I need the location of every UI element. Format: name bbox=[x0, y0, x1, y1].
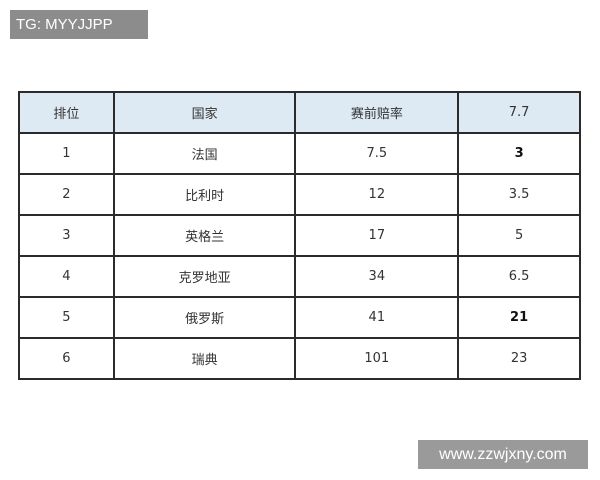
cell: 5 bbox=[18, 296, 115, 339]
odds-table: 排位 国家 赛前赔率 7.7 1 法国 7.5 3 2 比利时 12 3.5 3… bbox=[18, 91, 581, 380]
header-cell: 国家 bbox=[112, 91, 297, 134]
cell: 21 bbox=[457, 296, 581, 339]
table-row: 1 法国 7.5 3 bbox=[18, 132, 581, 175]
cell: 瑞典 bbox=[112, 337, 297, 380]
cell: 7.5 bbox=[294, 132, 460, 175]
cell: 12 bbox=[294, 173, 460, 216]
cell: 俄罗斯 bbox=[112, 296, 297, 339]
cell: 克罗地亚 bbox=[112, 255, 297, 298]
table-row: 3 英格兰 17 5 bbox=[18, 214, 581, 257]
cell: 5 bbox=[457, 214, 581, 257]
table-row: 5 俄罗斯 41 21 bbox=[18, 296, 581, 339]
cell: 17 bbox=[294, 214, 460, 257]
cell: 101 bbox=[294, 337, 460, 380]
header-cell: 排位 bbox=[18, 91, 115, 134]
cell: 34 bbox=[294, 255, 460, 298]
header-row: 排位 国家 赛前赔率 7.7 bbox=[18, 91, 581, 134]
cell: 比利时 bbox=[112, 173, 297, 216]
cell: 2 bbox=[18, 173, 115, 216]
cell: 法国 bbox=[112, 132, 297, 175]
header-cell: 赛前赔率 bbox=[294, 91, 460, 134]
cell: 英格兰 bbox=[112, 214, 297, 257]
table-header: 排位 国家 赛前赔率 7.7 bbox=[18, 91, 581, 134]
table-row: 2 比利时 12 3.5 bbox=[18, 173, 581, 216]
table-row: 4 克罗地亚 34 6.5 bbox=[18, 255, 581, 298]
table-row: 6 瑞典 101 23 bbox=[18, 337, 581, 380]
cell: 3.5 bbox=[457, 173, 581, 216]
table-body: 1 法国 7.5 3 2 比利时 12 3.5 3 英格兰 17 5 4 克罗地… bbox=[18, 132, 581, 380]
cell: 6.5 bbox=[457, 255, 581, 298]
header-cell: 7.7 bbox=[457, 91, 581, 134]
cell: 41 bbox=[294, 296, 460, 339]
cell: 4 bbox=[18, 255, 115, 298]
watermark: www.zzwjxny.com bbox=[418, 440, 588, 469]
tg-label: TG: MYYJJPP bbox=[10, 10, 148, 39]
cell: 3 bbox=[457, 132, 581, 175]
cell: 3 bbox=[18, 214, 115, 257]
cell: 23 bbox=[457, 337, 581, 380]
cell: 1 bbox=[18, 132, 115, 175]
cell: 6 bbox=[18, 337, 115, 380]
